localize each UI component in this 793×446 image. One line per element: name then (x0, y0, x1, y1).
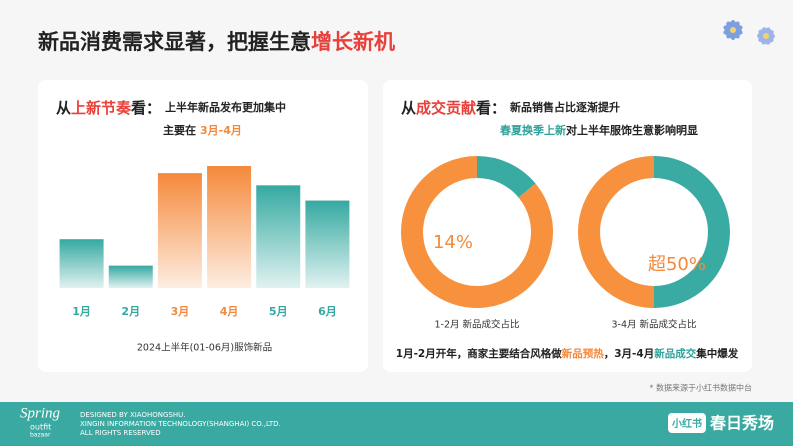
chart-caption: 2024上半年(01-06月)服饰新品 (137, 342, 272, 354)
logo-text: Spring (20, 405, 61, 421)
subline-text: 对上半年服饰生意影响明显 (566, 123, 698, 137)
right-heading: 从成交贡献看： 新品销售占比逐渐提升 (401, 99, 620, 117)
bar (207, 166, 252, 288)
pie-caption: 3-4月 新品成交占比 (611, 319, 696, 331)
title-highlight: 增长新机 (311, 30, 395, 54)
pie-caption: 1-2月 新品成交占比 (434, 319, 519, 331)
summary-text: ，3月-4月 (604, 348, 654, 360)
summary-text: 集中爆发 (695, 347, 738, 360)
footnote: * 数据来源于小红书数据中台 (649, 383, 752, 393)
bar (157, 173, 202, 288)
donut-segment (578, 156, 655, 308)
summary: 1月-2月开年，商家主要结合风格做新品预热，3月-4月新品成交集中爆发 (396, 347, 739, 360)
heading-text: 从 (401, 99, 416, 117)
logo-text: bazaar (30, 432, 51, 439)
bar (59, 239, 104, 288)
donut-segment (476, 156, 536, 198)
x-tick-label: 5月 (269, 305, 288, 318)
footer-band (0, 402, 793, 446)
subline-text: 主要在 (163, 123, 196, 137)
bar (256, 185, 301, 288)
credit: DESIGNED BY XIAOHONGSHU. (80, 411, 185, 419)
heading-text: 从 (56, 99, 71, 117)
brand: 春日秀场 (709, 414, 774, 433)
bar (108, 265, 153, 288)
credit: ALL RIGHTS RESERVED (80, 429, 161, 437)
heading-text: 看： (476, 99, 506, 117)
badge-bg (668, 413, 706, 433)
summary-highlight: 新品成交 (654, 347, 696, 360)
bar (305, 200, 350, 288)
subline-highlight: 春夏换季上新 (500, 123, 566, 137)
heading-note: 上半年新品发布更加集中 (165, 100, 286, 114)
logo-text: outfit (30, 423, 51, 432)
left-heading: 从上新节奏看： 上半年新品发布更加集中 (56, 99, 286, 117)
slide-title: 新品消费需求显著，把握生意增长新机 (38, 30, 395, 54)
data-label: 超50% (648, 254, 706, 275)
summary-text: 1月-2月开年，商家主要结合风格做 (396, 347, 562, 360)
x-tick-label: 2月 (121, 305, 140, 318)
left-subline: 主要在 3月-4月 (163, 123, 242, 137)
x-tick-label: 6月 (318, 305, 337, 318)
left-card (38, 80, 368, 372)
x-tick-label: 4月 (220, 305, 239, 318)
flower-decoration (723, 20, 775, 45)
subline-highlight: 3月-4月 (200, 124, 242, 137)
heading-note: 新品销售占比逐渐提升 (510, 100, 620, 114)
heading-highlight: 上新节奏 (71, 99, 132, 117)
right-subline: 春夏换季上新对上半年服饰生意影响明显 (500, 123, 698, 137)
summary-highlight: 新品预热 (562, 347, 604, 360)
x-tick-label: 3月 (171, 305, 190, 318)
badge: 小红书 (671, 417, 702, 430)
donut-segment (401, 156, 553, 308)
donut-segment (653, 156, 730, 308)
heading-highlight: 成交贡献 (416, 99, 476, 117)
data-label: 14% (433, 232, 473, 253)
x-tick-label: 1月 (72, 305, 91, 318)
credit: XINGIN INFORMATION TECHNOLOGY(SHANGHAI) … (80, 420, 281, 428)
title-text: 新品消费需求显著，把握生意 (38, 30, 311, 54)
heading-text: 看： (131, 99, 161, 117)
